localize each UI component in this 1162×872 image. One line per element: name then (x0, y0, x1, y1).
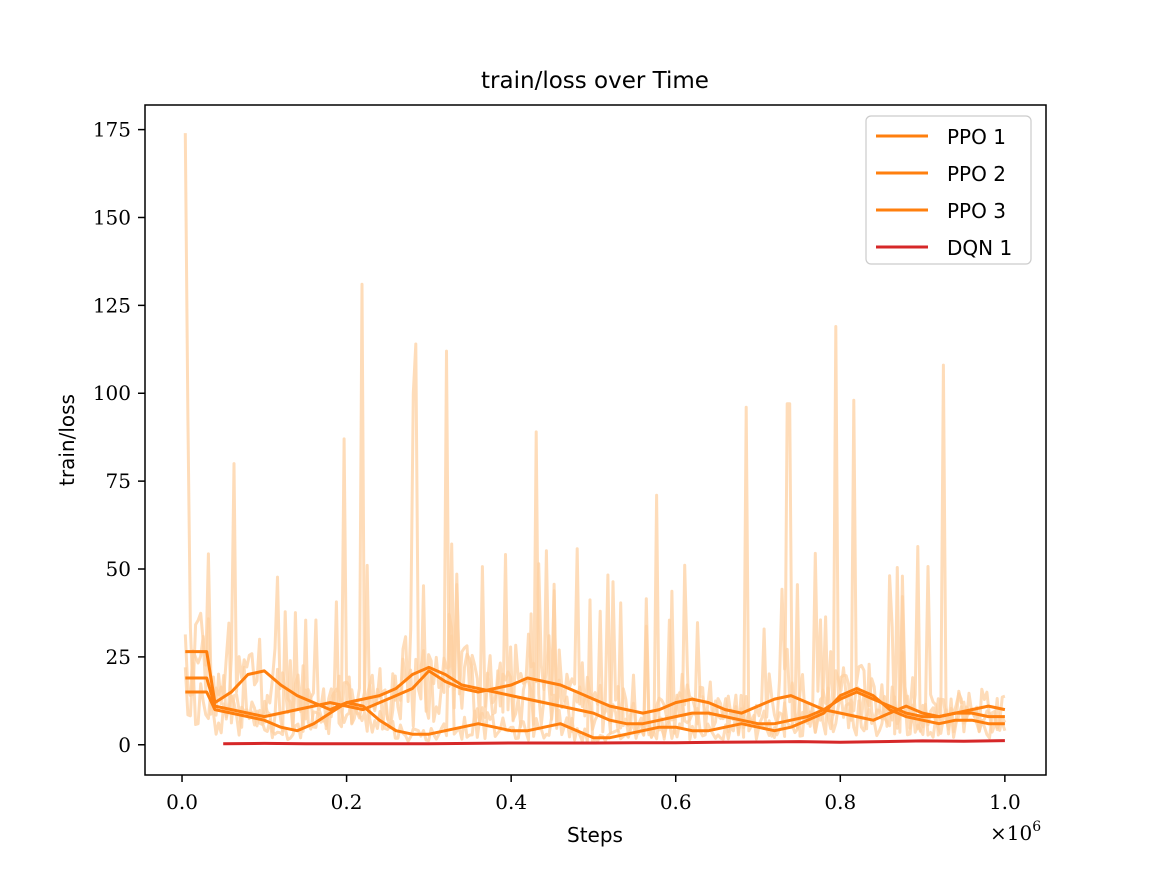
x-tick-label: 1.0 (989, 790, 1021, 814)
y-tick-label: 100 (93, 381, 131, 405)
x-tick-label: 0.0 (166, 790, 198, 814)
legend-box (865, 115, 1032, 265)
y-axis-ticks: 0 25 50 75 100 125 150 175 (93, 118, 145, 757)
x-tick-label: 0.2 (331, 790, 363, 814)
y-tick-label: 75 (106, 469, 131, 493)
y-tick-label: 175 (93, 118, 131, 142)
y-tick-label: 50 (106, 557, 131, 581)
x-multiplier-base: ×10 (990, 821, 1032, 845)
y-tick-label: 150 (93, 205, 131, 229)
raw-trace-2 (183, 542, 1007, 738)
legend-label: PPO 3 (947, 199, 1006, 223)
chart-title: train/loss over Time (481, 68, 709, 94)
y-tick-label: 125 (93, 293, 131, 317)
series-lines (185, 650, 1006, 746)
series-line-dqn-1 (223, 739, 1005, 746)
series-line-ppo-3 (185, 687, 1005, 740)
x-tick-label: 0.8 (824, 790, 856, 814)
y-axis-label: train/loss (55, 394, 79, 486)
legend-label: PPO 2 (947, 162, 1006, 186)
legend: PPO 1 PPO 2 PPO 3 DQN 1 (865, 115, 1032, 265)
x-axis-multiplier: ×106 (990, 819, 1041, 845)
series-line-ppo-2 (185, 669, 1005, 722)
x-multiplier-exponent: 6 (1032, 819, 1041, 835)
y-tick-label: 25 (106, 645, 131, 669)
legend-label: DQN 1 (947, 236, 1012, 260)
legend-items: PPO 1 PPO 2 PPO 3 DQN 1 (876, 125, 1012, 260)
x-axis-label: Steps (567, 823, 623, 847)
x-tick-label: 0.4 (495, 790, 527, 814)
legend-label: PPO 1 (947, 125, 1006, 149)
y-tick-label: 0 (118, 733, 131, 757)
plot-frame (144, 104, 1047, 776)
x-tick-label: 0.6 (660, 790, 692, 814)
x-axis-ticks: 0.0 0.2 0.4 0.6 0.8 1.0 (166, 775, 1021, 814)
